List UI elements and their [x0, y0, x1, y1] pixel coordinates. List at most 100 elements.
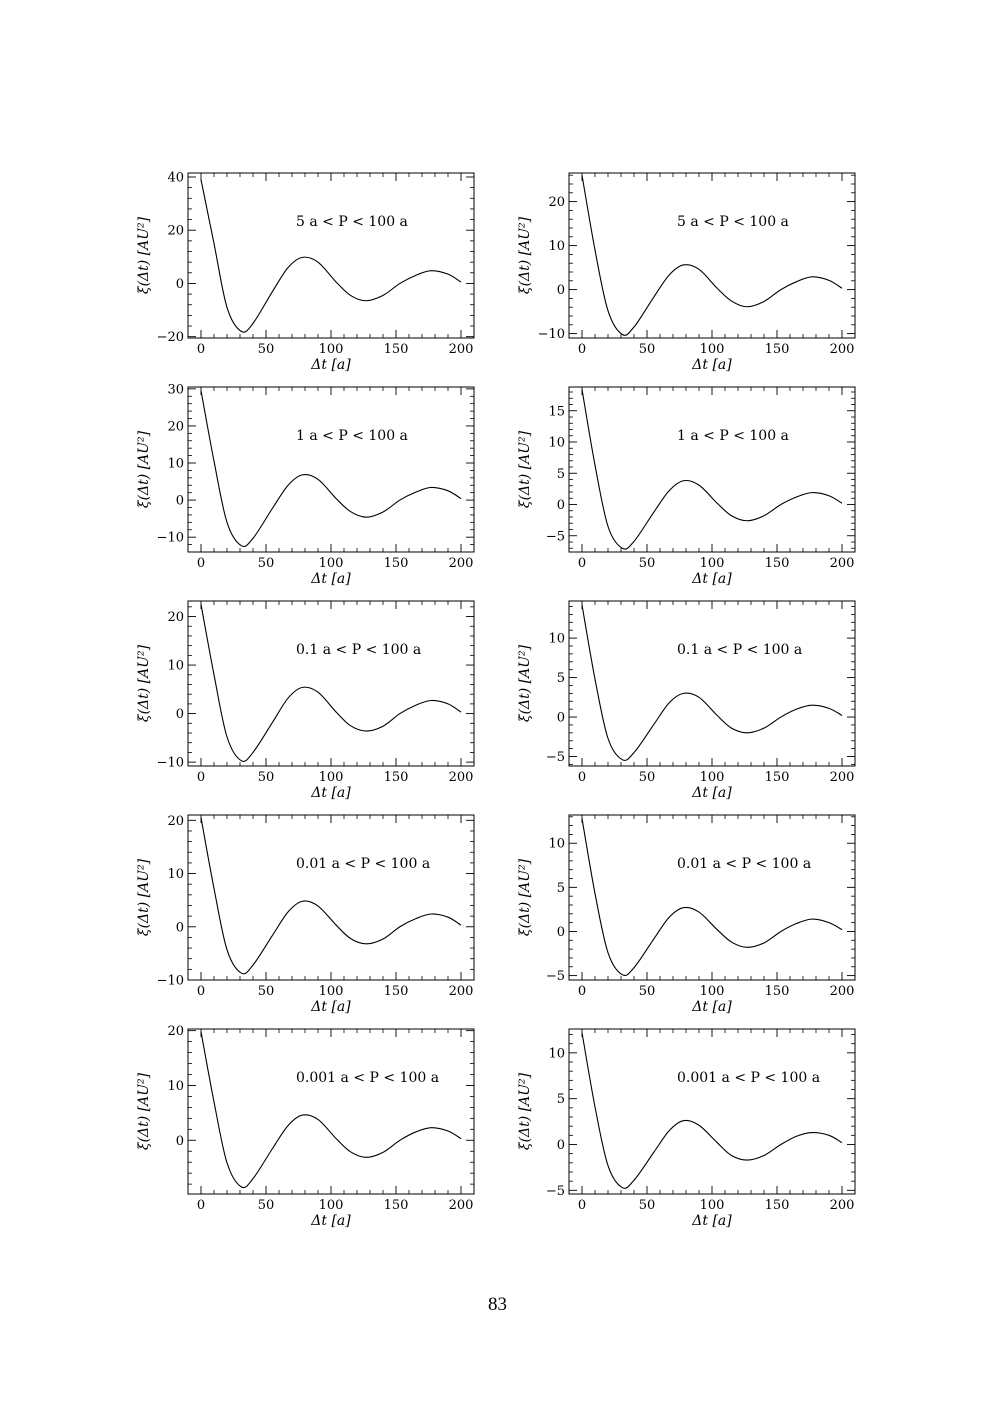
x-tick-label: 150 — [765, 770, 790, 785]
y-tick-label: 10 — [167, 659, 184, 674]
x-tick-label: 150 — [384, 1198, 409, 1213]
y-tick-label: 0 — [176, 920, 184, 935]
x-tick-label: 150 — [384, 342, 409, 357]
y-axis-label: ξ(Δt) [AU²] — [136, 216, 152, 294]
x-tick-label: 100 — [319, 556, 344, 571]
x-tick-label: 50 — [258, 1198, 275, 1213]
x-tick-label: 100 — [319, 342, 344, 357]
range-annotation: 5 a < P < 100 a — [296, 214, 408, 230]
x-tick-label: 50 — [258, 984, 275, 999]
x-axis-label: Δt [a] — [310, 999, 351, 1015]
x-tick-label: 200 — [830, 556, 855, 571]
x-tick-label: 50 — [258, 770, 275, 785]
autocorrelation-line — [581, 818, 843, 977]
y-tick-label: −20 — [157, 330, 184, 345]
y-tick-label: 10 — [548, 632, 565, 647]
plot-frame — [568, 600, 856, 767]
range-annotation: 5 a < P < 100 a — [677, 214, 789, 230]
y-tick-label: 5 — [557, 881, 565, 896]
chart-panel: 0 50 100 150 200 −10 0 10 20 Δt [a] ξ(Δt) [AU²] 0.0… — [136, 814, 475, 1015]
y-tick-label: 30 — [167, 382, 184, 397]
x-tick-label: 150 — [384, 556, 409, 571]
chart-panel: 0 50 100 150 200 −5 0 5 10 Δt [a] ξ(Δt) [AU²] 0.001… — [517, 1028, 856, 1229]
x-tick-label: 200 — [830, 984, 855, 999]
y-tick-label: −10 — [157, 531, 184, 546]
plot-frame — [187, 386, 475, 553]
x-tick-label: 200 — [830, 1198, 855, 1213]
y-tick-label: 20 — [167, 224, 184, 239]
autocorrelation-line — [200, 604, 462, 762]
y-tick-label: 10 — [167, 1079, 184, 1094]
y-tick-label: 5 — [557, 467, 565, 482]
y-tick-label: −5 — [546, 750, 565, 765]
x-tick-label: 0 — [578, 1198, 586, 1213]
y-tick-label: 10 — [548, 239, 565, 254]
y-tick-label: −10 — [538, 327, 565, 342]
y-tick-label: 0 — [557, 498, 565, 513]
x-tick-label: 0 — [197, 556, 205, 571]
range-annotation: 0.1 a < P < 100 a — [677, 642, 802, 658]
y-tick-label: −5 — [546, 529, 565, 544]
y-tick-label: 40 — [167, 170, 184, 185]
range-annotation: 0.1 a < P < 100 a — [296, 642, 421, 658]
y-tick-label: 0 — [557, 283, 565, 298]
y-tick-label: −5 — [546, 1184, 565, 1199]
y-tick-label: 20 — [167, 1024, 184, 1039]
x-tick-label: 50 — [258, 556, 275, 571]
autocorrelation-line — [200, 390, 462, 548]
plot-frame — [568, 814, 856, 981]
y-tick-label: 20 — [167, 610, 184, 625]
plot-frame — [568, 172, 856, 339]
x-tick-label: 150 — [384, 984, 409, 999]
plot-frame — [187, 172, 475, 339]
x-axis-label: Δt [a] — [691, 357, 732, 373]
plot-frame — [568, 1028, 856, 1195]
y-axis-label: ξ(Δt) [AU²] — [517, 430, 533, 508]
x-axis-label: Δt [a] — [691, 785, 732, 801]
x-tick-label: 150 — [384, 770, 409, 785]
plot-frame — [187, 600, 475, 767]
x-tick-label: 0 — [578, 556, 586, 571]
x-tick-label: 100 — [700, 984, 725, 999]
autocorrelation-line — [581, 1032, 843, 1189]
y-axis-label: ξ(Δt) [AU²] — [517, 644, 533, 722]
x-axis-label: Δt [a] — [691, 1213, 732, 1229]
x-axis-label: Δt [a] — [691, 999, 732, 1015]
x-tick-label: 0 — [197, 1198, 205, 1213]
chart-panel: 0 50 100 150 200 −10 0 10 20 Δt [a] ξ(Δt) [AU²] 5 a… — [517, 172, 856, 373]
autocorrelation-line — [581, 389, 843, 550]
page-number: 83 — [488, 1294, 507, 1315]
x-tick-label: 100 — [319, 984, 344, 999]
x-tick-label: 50 — [639, 770, 656, 785]
x-tick-label: 100 — [700, 556, 725, 571]
x-tick-label: 0 — [578, 984, 586, 999]
x-axis-label: Δt [a] — [310, 357, 351, 373]
y-tick-label: 10 — [548, 1046, 565, 1061]
chart-panel: 0 50 100 150 200 −5 0 5 10 15 Δt [a] ξ(Δt) [AU²] 1 a… — [517, 386, 856, 587]
y-axis-label: ξ(Δt) [AU²] — [136, 1072, 152, 1150]
x-tick-label: 0 — [578, 770, 586, 785]
y-tick-label: −5 — [546, 969, 565, 984]
range-annotation: 1 a < P < 100 a — [677, 428, 789, 444]
range-annotation: 0.01 a < P < 100 a — [677, 856, 811, 872]
x-tick-label: 100 — [700, 770, 725, 785]
autocorrelation-line — [581, 175, 843, 336]
x-tick-label: 100 — [319, 1198, 344, 1213]
chart-panel: 0 50 100 150 200 −5 0 5 10 Δt [a] ξ(Δt) [AU²] 0.01 … — [517, 814, 856, 1015]
x-tick-label: 150 — [765, 1198, 790, 1213]
x-tick-label: 150 — [765, 984, 790, 999]
chart-panel: 0 50 100 150 200 −20 0 20 40 Δt [a] ξ(Δt) [AU²] 5 a… — [136, 170, 475, 373]
x-tick-label: 200 — [449, 770, 474, 785]
x-tick-label: 150 — [765, 556, 790, 571]
autocorrelation-line — [200, 179, 462, 333]
y-tick-label: 10 — [548, 837, 565, 852]
y-tick-label: 5 — [557, 1092, 565, 1107]
x-tick-label: 0 — [197, 770, 205, 785]
x-tick-label: 100 — [700, 342, 725, 357]
x-tick-label: 200 — [449, 556, 474, 571]
y-tick-label: 0 — [176, 707, 184, 722]
y-tick-label: 0 — [176, 494, 184, 509]
chart-panel: 0 50 100 150 200 −10 0 10 20 30 Δt [a] ξ(Δt) [AU²] 1… — [136, 382, 475, 587]
y-axis-label: ξ(Δt) [AU²] — [136, 858, 152, 936]
